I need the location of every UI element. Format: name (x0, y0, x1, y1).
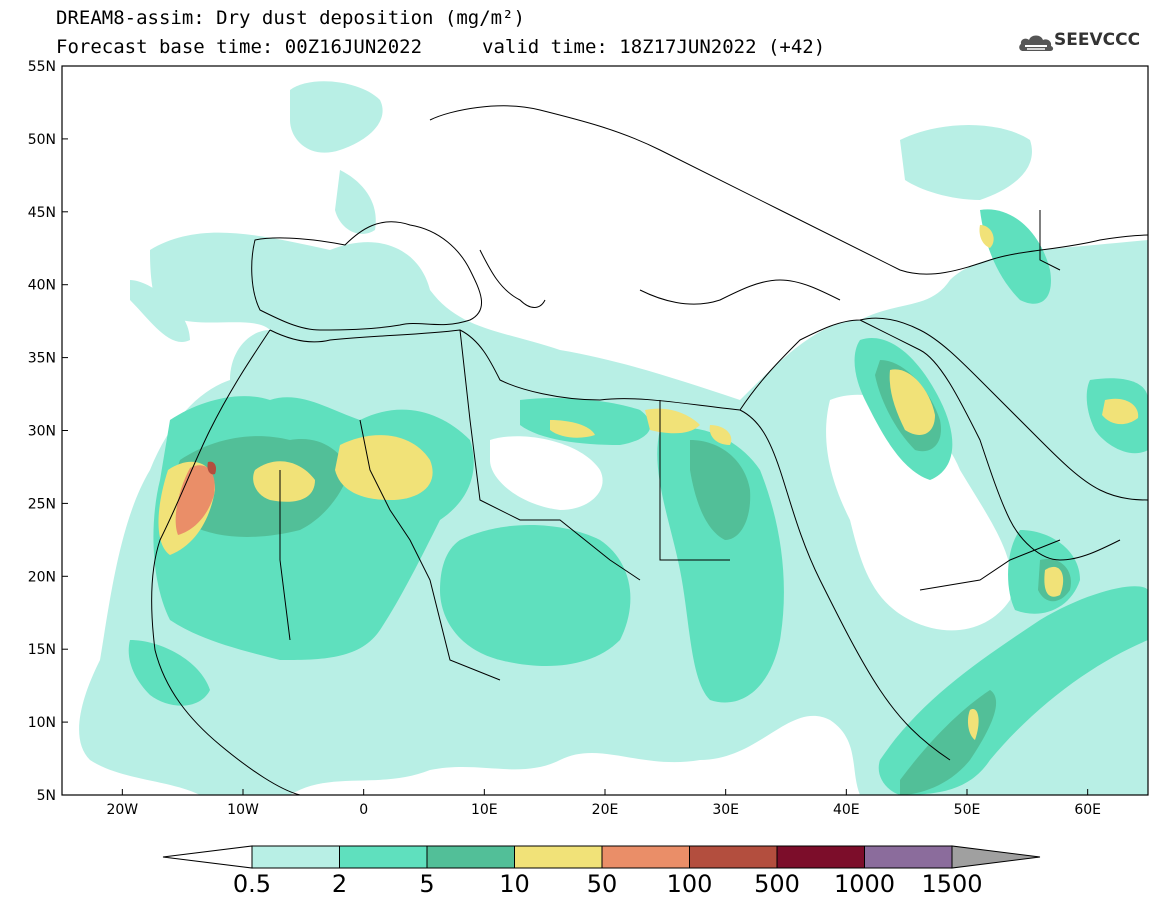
forecast-base-time: Forecast base time: 00Z16JUN2022 (56, 36, 423, 58)
dust-contour-level-4h (1102, 398, 1139, 425)
colorbar-label: 0.5 (233, 870, 271, 898)
colorbar-label: 10 (499, 870, 530, 898)
dust-contour-level-6 (207, 461, 217, 475)
dust-contour-level-1c (290, 81, 383, 153)
colorbar-swatch (776, 845, 865, 869)
colorbar-swatch (251, 845, 340, 869)
dust-contour-level-4b (253, 461, 315, 502)
lon-tick-label: 20W (106, 802, 138, 818)
lon-tick-label: 40E (833, 802, 860, 818)
lat-tick-label: 10N (28, 715, 56, 731)
dust-contour-level-5 (175, 465, 215, 535)
colorbar-swatch (426, 845, 515, 869)
colorbar-swatch (689, 845, 778, 869)
dust-contour-level-1e (130, 280, 190, 342)
colorbar-swatch (339, 845, 428, 869)
logo-text: SEEVCCC (1054, 30, 1141, 50)
dust-field (79, 81, 1148, 795)
lat-tick-label: 35N (28, 351, 56, 367)
dust-contour-level-4k (979, 225, 994, 248)
lat-tick-label: 50N (28, 132, 56, 148)
lon-tick-label: 20E (592, 802, 619, 818)
colorbar-label: 2 (332, 870, 347, 898)
lat-tick-label: 25N (28, 496, 56, 512)
colorbar-label: 1000 (834, 870, 895, 898)
lon-tick-label: 10W (227, 802, 259, 818)
lat-tick-label: 40N (28, 278, 56, 294)
cloud-icon (1019, 35, 1054, 51)
longitude-axis: 20W 10W 0 10E 20E 30E 40E 50E 60E (106, 789, 1101, 818)
dust-contour-level-3b (690, 440, 751, 540)
lat-tick-label: 20N (28, 569, 56, 585)
valid-time: valid time: 18Z17JUN2022 (+42) (482, 36, 826, 58)
colorbar-swatch (514, 845, 603, 869)
map-title: DREAM8-assim: Dry dust deposition (mg/m²… (56, 7, 525, 29)
dust-contour-level-4j (967, 709, 979, 740)
dust-contour-level-2d (520, 398, 651, 445)
dust-contour-level-4g (709, 425, 732, 445)
dust-contour-level-4d (889, 369, 935, 435)
lon-tick-label: 10E (471, 802, 498, 818)
lat-tick-label: 45N (28, 205, 56, 221)
dust-contour-level-1b (900, 125, 1032, 200)
dust-contour-level-2i (980, 209, 1051, 304)
dust-contour-level-4e (645, 408, 700, 434)
coastlines-borders (151, 105, 1148, 795)
dust-contour-level-4f (550, 420, 595, 438)
colorbar-label: 100 (667, 870, 713, 898)
colorbar-swatch (601, 845, 690, 869)
lon-tick-label: 0 (359, 802, 368, 818)
dust-contour-level-1d (335, 170, 376, 234)
lon-tick-label: 30E (712, 802, 739, 818)
colorbar-label: 500 (754, 870, 800, 898)
dust-contour-level-2b (440, 525, 631, 666)
colorbar: 0.5 2 5 10 50 100 500 1000 1500 (162, 845, 1041, 898)
dust-contour-level-2j (128, 640, 210, 706)
lat-tick-label: 15N (28, 642, 56, 658)
colorbar-label: 5 (419, 870, 434, 898)
lat-tick-label: 30N (28, 424, 56, 440)
colorbar-under-triangle (162, 845, 253, 869)
colorbar-swatch (864, 845, 953, 869)
lon-tick-label: 50E (954, 802, 981, 818)
dust-contour-level-2c (657, 427, 784, 703)
colorbar-over-triangle (951, 845, 1041, 869)
colorbar-label: 1500 (921, 870, 982, 898)
colorbar-label: 50 (587, 870, 618, 898)
lat-tick-label: 55N (28, 59, 56, 75)
dust-contour-level-4i (1044, 566, 1064, 597)
lat-tick-label: 5N (37, 788, 56, 804)
lon-tick-label: 60E (1074, 802, 1101, 818)
dust-contour-level-4 (335, 435, 433, 500)
latitude-axis: 55N 50N 45N 40N 35N 30N 25N 20N 15N 10N 5N (28, 59, 68, 804)
